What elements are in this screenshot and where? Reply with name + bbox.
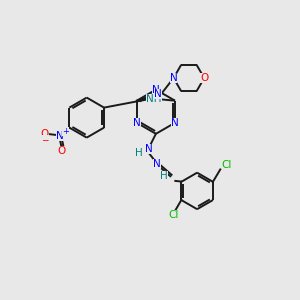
Text: N: N xyxy=(154,89,162,99)
Text: N: N xyxy=(152,85,160,94)
Text: N: N xyxy=(145,144,152,154)
Text: N: N xyxy=(171,118,179,128)
Text: O: O xyxy=(200,73,208,83)
Text: N: N xyxy=(56,130,64,141)
Text: +: + xyxy=(62,127,69,136)
Text: Cl: Cl xyxy=(168,210,178,220)
Text: N: N xyxy=(133,118,141,128)
Text: H: H xyxy=(135,148,143,158)
Text: N: N xyxy=(153,159,160,170)
Text: Cl: Cl xyxy=(222,160,232,170)
Text: O: O xyxy=(57,146,65,156)
Text: H: H xyxy=(160,171,168,181)
Text: −: − xyxy=(41,135,49,144)
Text: N: N xyxy=(170,73,177,83)
Text: NH: NH xyxy=(146,94,162,104)
Text: O: O xyxy=(40,129,49,139)
